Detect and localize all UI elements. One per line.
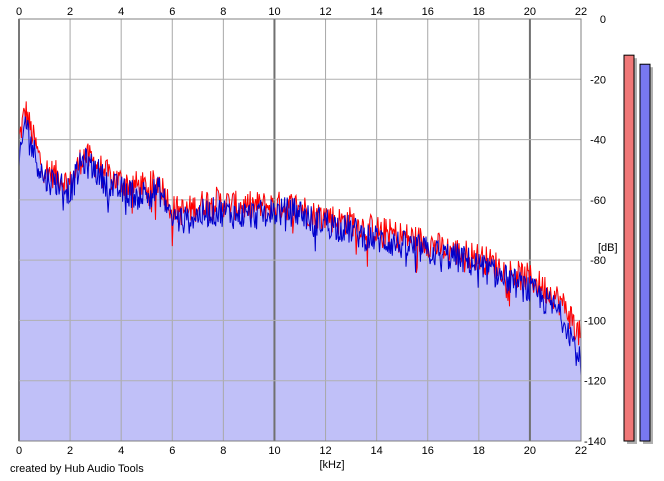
x-tick-label-bottom: 16 (422, 445, 434, 457)
x-tick-label-bottom: 10 (268, 445, 280, 457)
y-tick-labels: 0 -20 -40 -60 -80 -100 -120 -140 (584, 14, 606, 448)
y-tick-label: 0 (600, 14, 606, 26)
x-tick-label-top: 20 (524, 6, 536, 18)
y-tick-label: -60 (590, 195, 606, 207)
y-axis-label: [dB] (598, 242, 618, 254)
plot-frame (18, 18, 582, 442)
x-tick-label-top: 14 (371, 6, 383, 18)
x-tick-label-top: 8 (220, 6, 226, 18)
x-tick-label-top: 22 (575, 6, 587, 18)
level-meters (623, 54, 653, 445)
left-level-meter (623, 54, 635, 442)
x-tick-label-bottom: 8 (220, 445, 226, 457)
x-tick-label-bottom: 4 (118, 445, 124, 457)
x-tick-label-top: 4 (118, 6, 124, 18)
y-tick-label: -140 (584, 436, 606, 448)
x-tick-label-bottom: 20 (524, 445, 536, 457)
x-tick-label-top: 0 (16, 6, 22, 18)
x-tick-label-bottom: 2 (67, 445, 73, 457)
x-tick-label-top: 10 (268, 6, 280, 18)
credit-text: created by Hub Audio Tools (10, 463, 144, 475)
x-tick-label-top: 6 (169, 6, 175, 18)
x-tick-label-top: 16 (422, 6, 434, 18)
x-tick-label-bottom: 6 (169, 445, 175, 457)
x-tick-label-bottom: 14 (371, 445, 383, 457)
right-level-meter (639, 63, 651, 442)
x-tick-label-top: 2 (67, 6, 73, 18)
x-tick-label-bottom: 18 (473, 445, 485, 457)
plot-frame-layer (18, 18, 582, 442)
y-tick-label: -100 (584, 315, 606, 327)
right-channel-trace (18, 116, 582, 376)
y-tick-label: -20 (590, 74, 606, 86)
x-tick-label-bottom: 22 (575, 445, 587, 457)
y-tick-label: -80 (590, 255, 606, 267)
x-axis-label: [kHz] (319, 459, 344, 471)
x-tick-label-bottom: 0 (16, 445, 22, 457)
x-tick-label-bottom: 12 (319, 445, 331, 457)
y-tick-label: -120 (584, 376, 606, 388)
x-tick-label-top: 12 (319, 6, 331, 18)
spectrum-trace-layer (18, 101, 582, 376)
x-tick-label-top: 18 (473, 6, 485, 18)
y-tick-label: -40 (590, 135, 606, 147)
